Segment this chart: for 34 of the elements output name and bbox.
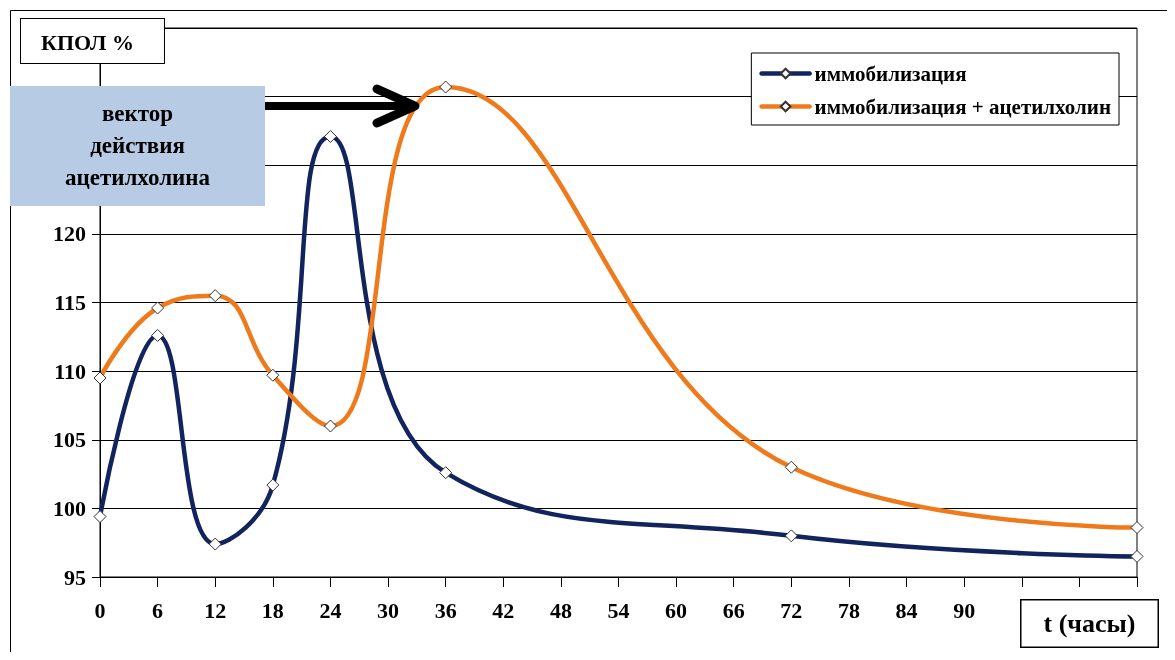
x-tick-label: 84 (895, 597, 918, 623)
x-tick-label: 12 (204, 597, 227, 623)
y-tick-label: 95 (64, 564, 86, 590)
point (439, 466, 453, 480)
point (1130, 549, 1144, 563)
x-axis-title: t (часы) (1043, 609, 1136, 638)
x-tick-label: 0 (94, 597, 106, 623)
x-tick-label: 6 (152, 597, 164, 623)
x-tick-label: 78 (837, 597, 860, 623)
point (208, 537, 222, 551)
y-tick-label: 120 (53, 221, 86, 247)
x-tick-label: 72 (780, 597, 803, 623)
x-tick-label: 66 (722, 597, 745, 623)
point (784, 529, 798, 543)
annotation: вектор действия ацетилхолина (64, 100, 211, 192)
y-tick-label: 100 (53, 495, 86, 521)
point (323, 129, 337, 143)
x-tick-label: 18 (261, 597, 284, 623)
x-tick-label: 60 (665, 597, 688, 623)
legend-label: иммобилизация (814, 61, 967, 86)
x-tick-label: 42 (492, 597, 515, 623)
point (266, 478, 280, 492)
x-tick-label: 90 (953, 597, 976, 623)
legend-label: иммобилизация + ацетилхолин (814, 94, 1112, 119)
x-tick-label: 36 (434, 597, 457, 623)
y-tick-label: 115 (54, 290, 86, 315)
y-tick-label: 110 (54, 358, 86, 384)
y-axis-title: КПОЛ % (41, 29, 134, 55)
x-tick-label: 24 (319, 597, 342, 623)
x-tick-label: 30 (377, 597, 400, 623)
x-tick-label: 48 (549, 597, 572, 623)
point (151, 328, 165, 342)
y-tick-label: 105 (53, 427, 86, 453)
x-tick-label: 54 (607, 597, 630, 623)
